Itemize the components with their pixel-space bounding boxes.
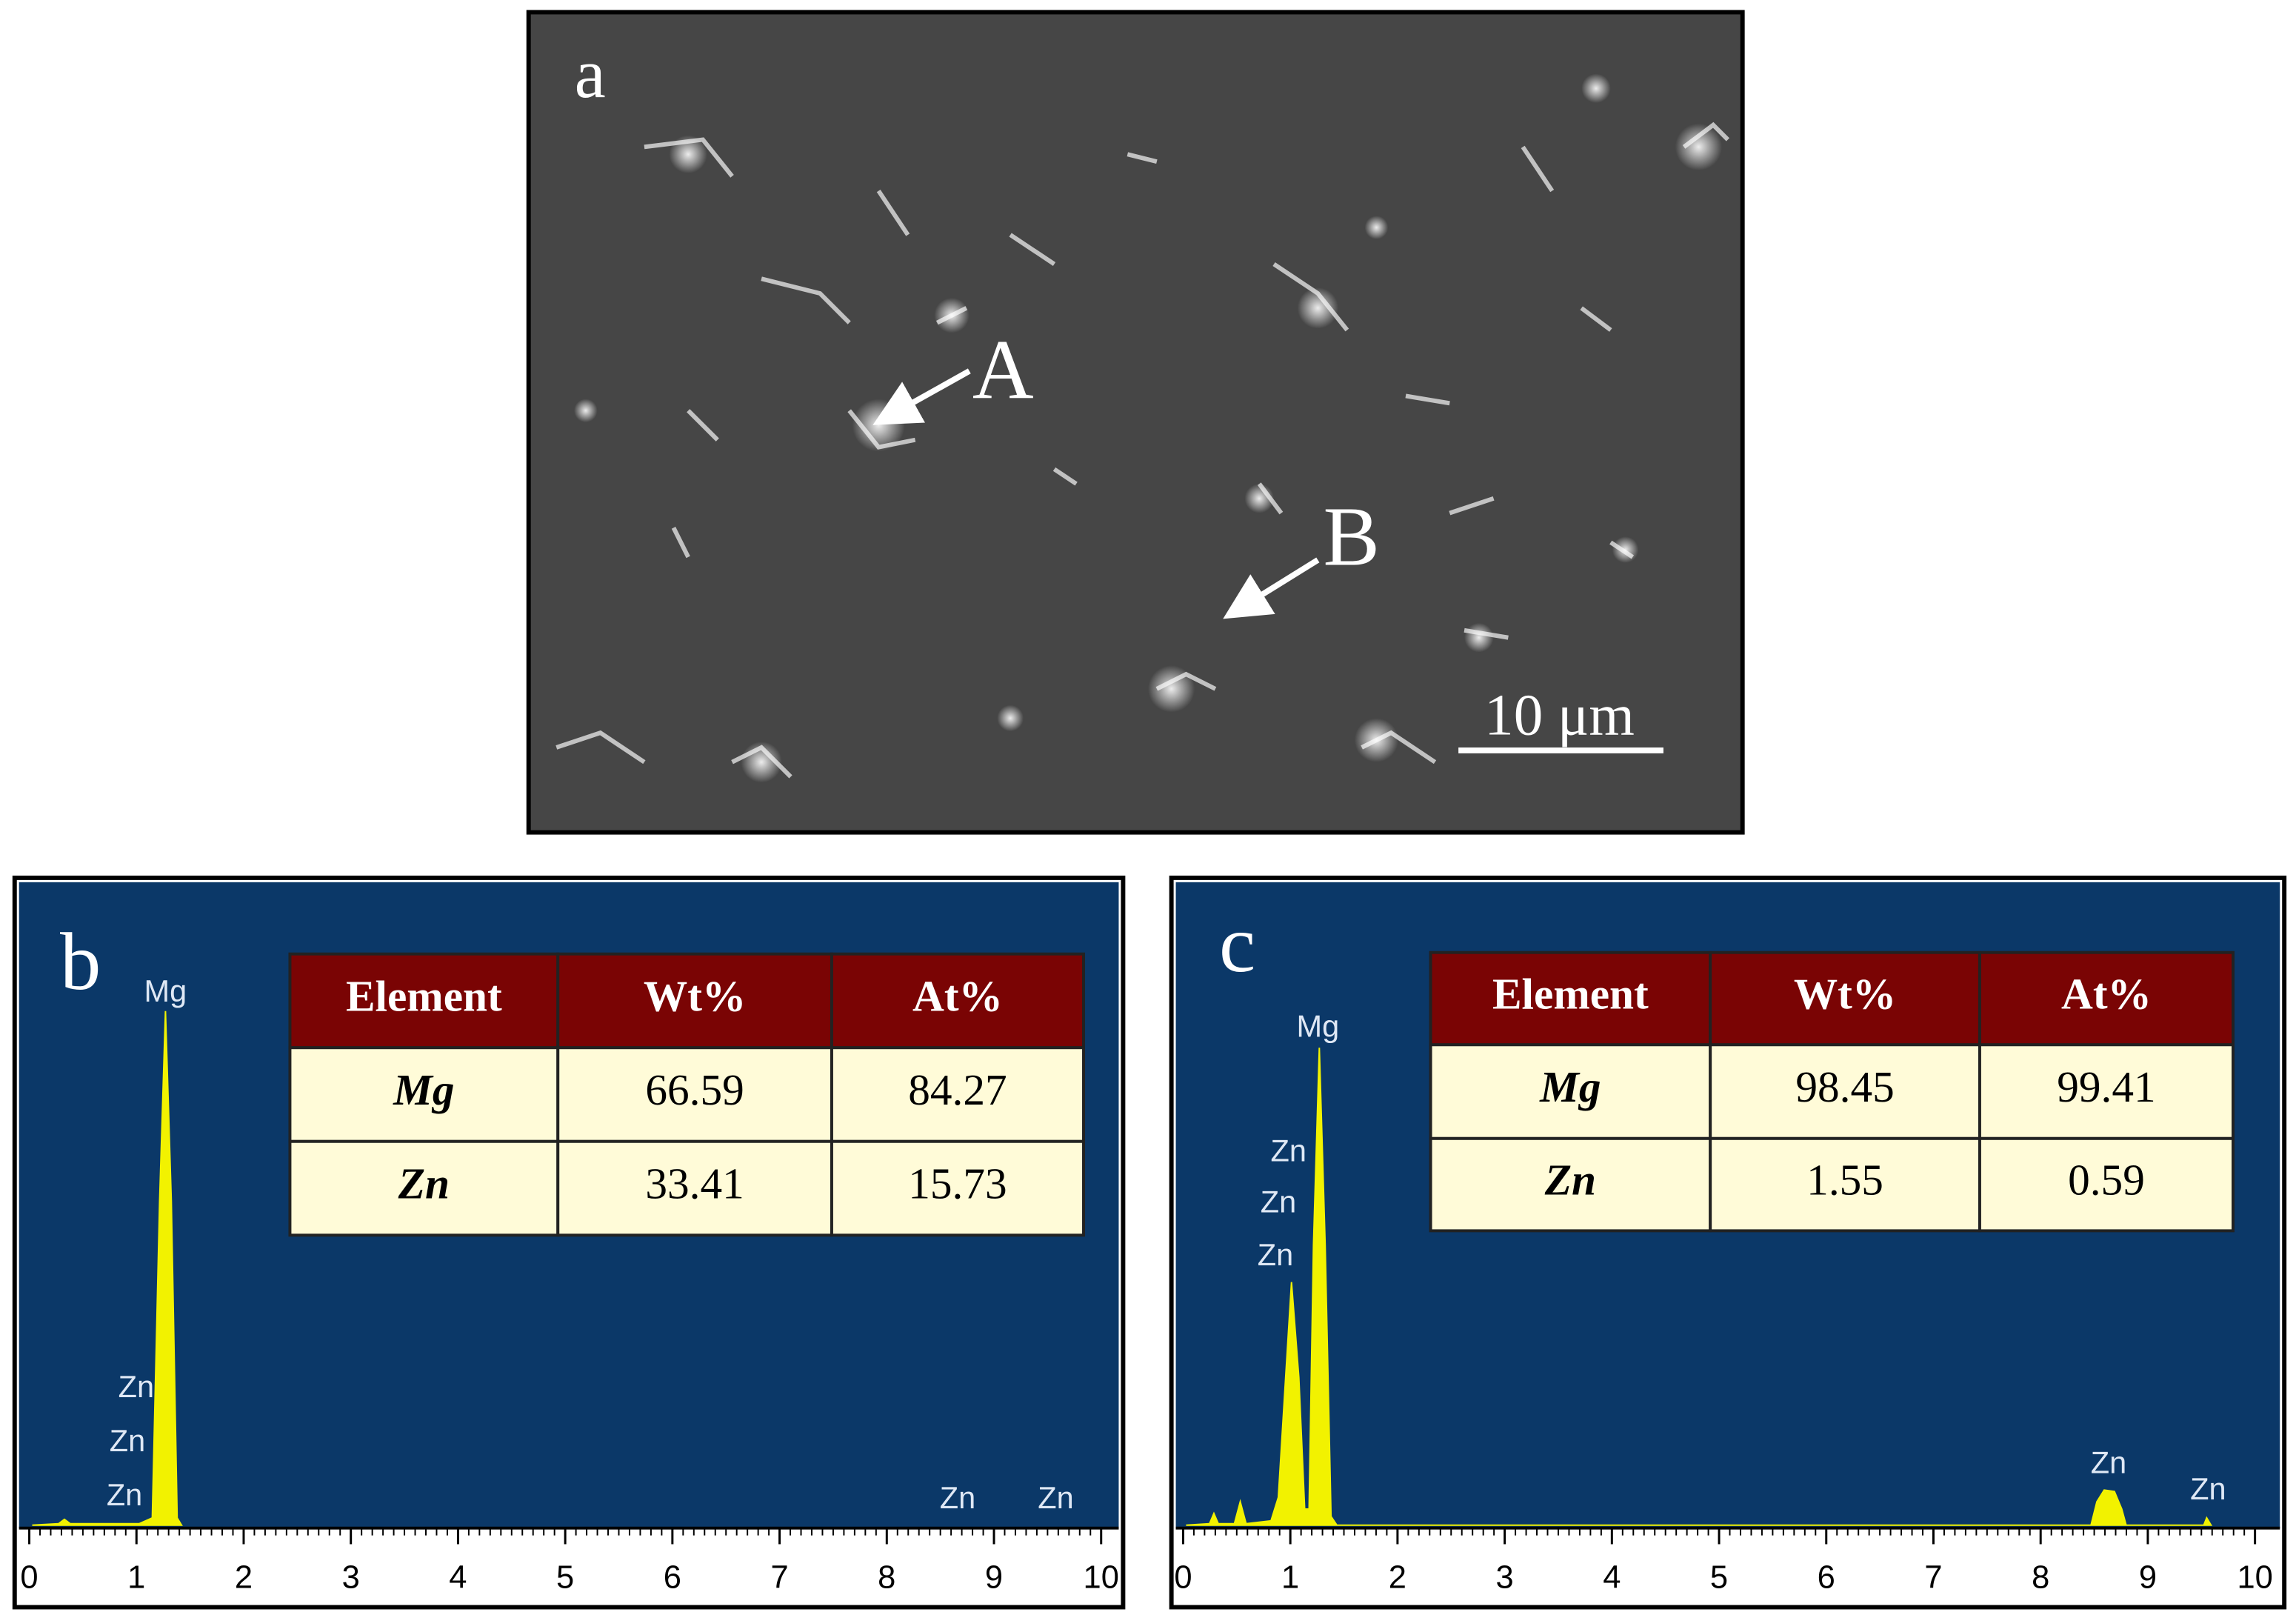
peak-label: Zn <box>940 1480 975 1515</box>
x-tick-label: 2 <box>1389 1559 1406 1595</box>
arrow <box>872 368 971 425</box>
table-cell-text: 84.27 <box>908 1065 1007 1114</box>
x-tick-label: 0 <box>1174 1559 1192 1595</box>
table-cell-text: 99.41 <box>2057 1062 2155 1111</box>
x-tick-label: 7 <box>770 1559 788 1595</box>
x-tick-label: 5 <box>1710 1559 1728 1595</box>
table-header-text: Wt% <box>644 972 746 1021</box>
table-cell-text: 98.45 <box>1795 1062 1894 1111</box>
precipitates <box>574 73 1722 783</box>
x-tick-label: 1 <box>1281 1559 1299 1595</box>
panel-label: a <box>575 34 606 113</box>
scale-bar-label: 10 μm <box>1484 683 1635 747</box>
peak-label: Mg <box>1297 1009 1340 1044</box>
x-tick-label: 4 <box>1603 1559 1621 1595</box>
table-cell <box>830 1139 1085 1237</box>
table-cell <box>1709 1136 1981 1233</box>
x-tick-label: 6 <box>1818 1559 1835 1595</box>
panel-a: a A B 10 μm <box>526 10 1745 835</box>
table-cell-text: Mg <box>393 1065 454 1114</box>
table-cell <box>830 1046 1085 1143</box>
table-cell <box>556 1139 833 1237</box>
table-cell-text: 33.41 <box>645 1159 744 1208</box>
peak-label: Zn <box>1261 1185 1296 1219</box>
panel-label: b <box>60 916 101 1007</box>
x-tick-label: 1 <box>127 1559 145 1595</box>
peak-label: Zn <box>107 1477 142 1512</box>
x-tick-label: 7 <box>1924 1559 1942 1595</box>
x-tick-label: 10 <box>1084 1559 1119 1595</box>
table-header-cell <box>288 952 560 1050</box>
x-tick-label: 0 <box>20 1559 38 1595</box>
x-tick-label: 9 <box>985 1559 1003 1595</box>
x-tick-label: 8 <box>2032 1559 2049 1595</box>
table-cell-text: Zn <box>398 1159 450 1208</box>
x-tick-label: 3 <box>1496 1559 1514 1595</box>
x-tick-label: 10 <box>2237 1559 2272 1595</box>
peak-label: Mg <box>144 973 187 1008</box>
x-tick-label: 5 <box>556 1559 574 1595</box>
marker-label: B <box>1324 489 1380 583</box>
table-cell-text: 66.59 <box>645 1065 744 1114</box>
table-cell <box>1429 1136 1712 1233</box>
table-header-cell <box>1978 950 2235 1047</box>
x-tick-label: 8 <box>878 1559 895 1595</box>
table-header-text: At% <box>912 972 1003 1021</box>
panel-label: c <box>1219 898 1255 989</box>
table-header-text: At% <box>2061 970 2152 1019</box>
table-cell-text: 15.73 <box>908 1159 1007 1208</box>
arrow <box>1223 557 1320 619</box>
table-header-text: Element <box>1492 970 1649 1019</box>
table-header-text: Wt% <box>1794 970 1896 1019</box>
table-header-text: Element <box>346 972 502 1021</box>
x-tick-label: 9 <box>2139 1559 2157 1595</box>
peak-label: Zn <box>119 1369 154 1404</box>
table-cell-text: Zn <box>1544 1156 1596 1205</box>
x-tick-label: 2 <box>235 1559 253 1595</box>
table-cell <box>288 1139 560 1237</box>
x-tick-label: 4 <box>449 1559 467 1595</box>
marker-label: A <box>972 322 1034 416</box>
panel-b: b 0 1 2 3 4 5 6 7 8 9 10 Mg Zn Zn Zn Zn Zn Element Wt% At% Mg… <box>12 875 1126 1610</box>
table-cell-text: Mg <box>1539 1062 1601 1111</box>
table-cell-text: 0.59 <box>2068 1156 2145 1205</box>
panel-c: c 0 1 2 3 4 5 6 7 8 9 10 Mg Zn Zn Zn Zn Zn Element Wt% At% Mg… <box>1169 875 2287 1610</box>
peak-label: Zn <box>1258 1237 1293 1272</box>
peak-label: Zn <box>2190 1471 2226 1506</box>
spectrum <box>32 1010 183 1526</box>
x-tick-label: 3 <box>342 1559 360 1595</box>
table-cell-text: 1.55 <box>1806 1156 1883 1205</box>
table-cell <box>1978 1043 2235 1140</box>
peak-label: Zn <box>1271 1133 1306 1168</box>
x-tick-label: 6 <box>664 1559 681 1595</box>
sem-image <box>526 10 1745 835</box>
table-cell <box>556 1046 833 1143</box>
spectrum <box>1186 1048 2213 1526</box>
composition-table: Element Wt% At% Mg 98.45 99.41 Zn 1.55 0.59 <box>1429 950 2235 1233</box>
table-cell <box>1978 1136 2235 1233</box>
peak-label: Zn <box>2091 1445 2126 1480</box>
table-cell <box>288 1046 560 1143</box>
peak-label: Zn <box>110 1423 145 1458</box>
composition-table: Element Wt% At% Mg 66.59 84.27 Zn 33.41 15.73 <box>288 952 1085 1237</box>
peak-label: Zn <box>1038 1480 1073 1515</box>
